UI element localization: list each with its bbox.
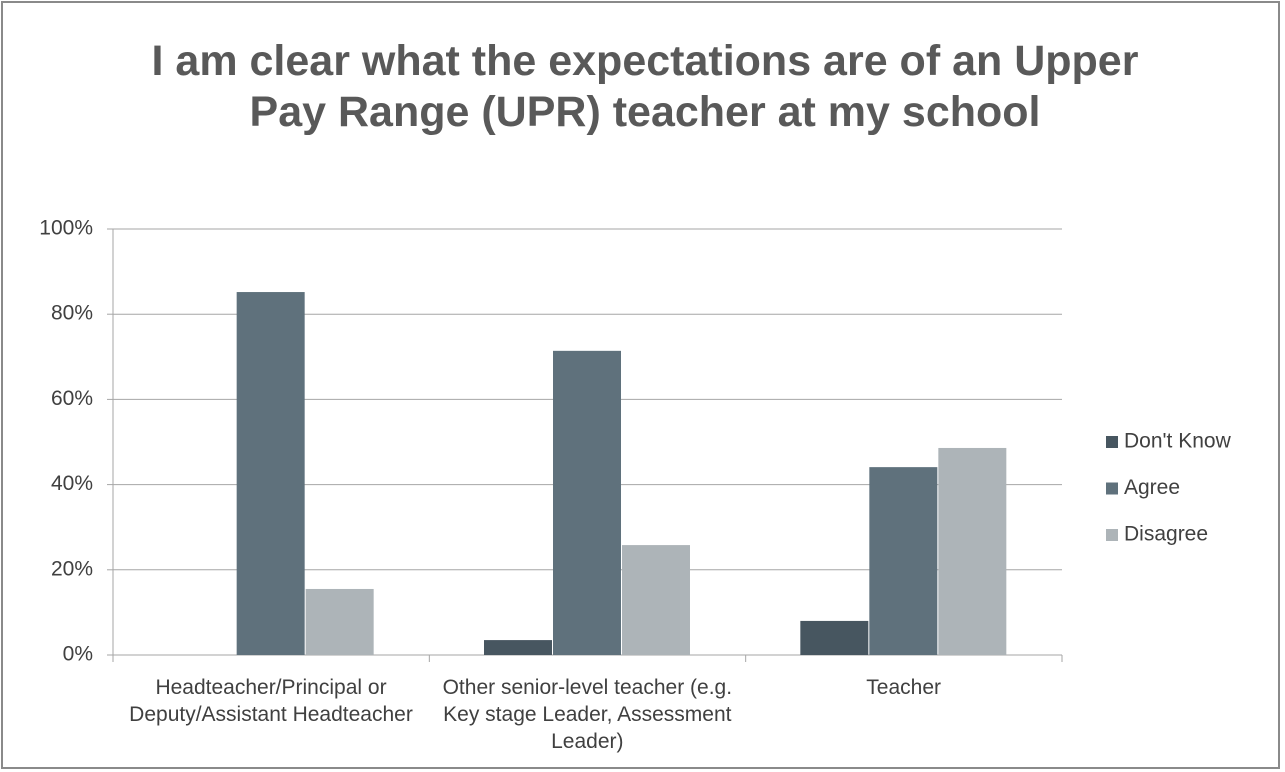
bar [622, 545, 690, 655]
bar [236, 292, 305, 655]
y-tick-label: 40% [51, 472, 93, 495]
legend-label: Disagree [1124, 523, 1208, 546]
x-tick-label: Teacher [866, 676, 942, 699]
bar [484, 640, 552, 655]
legend-label: Agree [1124, 476, 1180, 499]
y-tick-label: 0% [63, 643, 93, 666]
bar [553, 350, 621, 655]
bar [869, 467, 938, 655]
y-tick-label: 100% [39, 217, 93, 240]
bar [938, 447, 1007, 655]
bar [800, 620, 869, 655]
chart-title: I am clear what the expectations are of … [151, 37, 1139, 136]
legend-swatch [1106, 482, 1118, 495]
bar [305, 588, 374, 655]
y-tick-label: 80% [51, 302, 93, 325]
legend-swatch [1106, 529, 1118, 541]
x-tick-label: Other senior-level teacher (e.g. Key sta… [442, 676, 733, 753]
legend-swatch [1106, 436, 1118, 448]
x-tick-label: Headteacher/Principal or Deputy/Assistan… [129, 676, 413, 726]
y-tick-label: 60% [51, 387, 93, 410]
y-tick-label: 20% [51, 557, 93, 580]
legend-label: Don't Know [1124, 430, 1232, 453]
